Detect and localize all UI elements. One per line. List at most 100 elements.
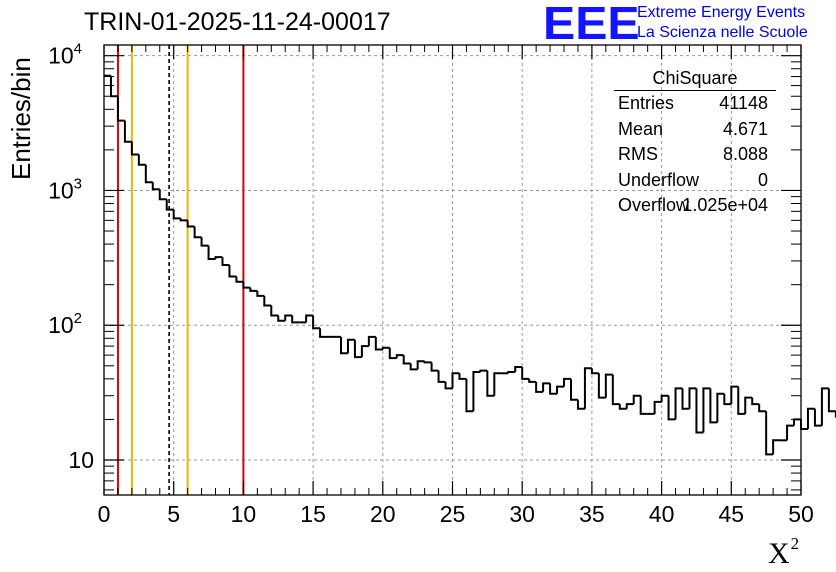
histogram-bin [786,424,795,441]
histogram-bin [507,370,516,374]
histogram-bin [312,315,321,330]
histogram-bin [820,387,829,426]
x-axis-label: X2 [768,534,799,571]
histogram-bin [319,328,328,338]
stats-key: Mean [618,118,664,139]
x-axis-label-sup: 2 [790,534,800,553]
stats-row: Underflow 0 [610,168,774,194]
x-tick-label: 5 [167,501,180,527]
chart-title: TRIN-01-2025-11-24-00017 [84,8,391,36]
x-tick-label: 45 [719,501,745,527]
histogram-bin [165,199,174,211]
histogram-bin [137,154,146,166]
x-tick-label: 10 [231,501,257,527]
histogram-bin [395,354,404,359]
histogram-bin [590,368,599,375]
histogram-bin [172,209,181,220]
histogram-bin [374,336,383,351]
histogram-bin [660,394,669,402]
histogram-bin [465,378,474,413]
stats-key: RMS [618,144,658,164]
histogram-bin [674,387,683,420]
histogram-bin [221,257,230,266]
histogram-bin [451,372,460,389]
histogram-bin [291,315,300,324]
histogram-bin [618,404,627,410]
histogram-bin [563,377,571,387]
histogram-bin [360,345,369,358]
stats-value: 8.088 [722,144,768,164]
histogram-bin [228,264,237,278]
histogram-bin [772,439,781,455]
histogram-bin [479,369,488,372]
histogram-bin [430,362,439,372]
histogram-bin [493,372,502,396]
histogram-bin [667,395,676,421]
histogram-bin [514,365,523,372]
histogram-bin [625,403,634,409]
histogram-bin [179,218,188,222]
histogram-bin [193,226,202,239]
histogram-bin [744,396,753,414]
x-tick-label: 25 [440,501,466,527]
histogram-bin [681,388,690,410]
histogram-bin [800,419,808,430]
histogram-bin [200,237,209,247]
histogram-bin [346,338,355,354]
stats-key: Entries [618,93,675,113]
marker-lines [116,45,245,495]
histogram-bin [444,381,453,390]
stats-key: Underflow [618,169,700,190]
stats-row: RMS 8.088 [610,142,774,168]
x-tick-label: 40 [649,501,675,527]
histogram-bin [158,189,167,201]
histogram-bin [723,393,732,406]
histogram-bin [277,315,286,322]
axis-ticks [103,45,802,495]
x-tick-label: 15 [300,501,326,527]
axis-tick-labels: 0 5 10 15 20 25 30 35 40 45 50 10 102 103 104 [48,41,814,527]
histogram-bin [305,314,314,323]
histogram-bin [730,385,739,405]
histogram-bin [576,399,585,410]
histogram-bin [123,120,132,143]
y-axis-label: Entries/bin [6,57,36,180]
stats-value: 4.671 [722,118,768,139]
histogram-bin [758,404,767,413]
histogram-bin [242,281,251,289]
histogram-bin [249,287,258,292]
x-tick-label: 0 [98,501,111,527]
histogram-bin [186,220,195,228]
stats-row: Overflow 1.025e+04 [610,193,774,219]
histogram-bin [207,245,216,261]
eee-logo: EEE [543,0,640,49]
histogram-bin [284,314,293,321]
histogram-bin [486,370,495,397]
histogram-bin [528,378,537,383]
histogram-bin [256,290,265,297]
y-tick-label: 104 [48,41,82,69]
stats-value: 1.025e+04 [682,195,768,215]
stats-key: Overflow [618,195,690,215]
stats-row: Mean 4.671 [610,117,774,143]
histogram-bin [535,381,544,393]
histogram-bin [339,336,348,355]
histogram-bin [639,395,648,415]
histogram-bin [688,387,697,409]
x-axis-label-base: X [768,537,790,570]
stats-row: Entries 41148 [610,91,774,117]
stats-value: 0 [757,169,768,190]
stats-title: ChiSquare [614,66,776,91]
histogram-bin [827,388,836,413]
histogram-bin [235,276,244,283]
histogram-bin [116,96,125,122]
histogram-bin [597,373,606,399]
histogram-bin [542,382,551,392]
histogram-bin [611,374,620,406]
histogram-bin [632,394,641,405]
histogram-bin [702,387,711,433]
histogram-bin [423,361,432,364]
histogram-bin [270,305,279,317]
histogram-bin [556,385,565,394]
